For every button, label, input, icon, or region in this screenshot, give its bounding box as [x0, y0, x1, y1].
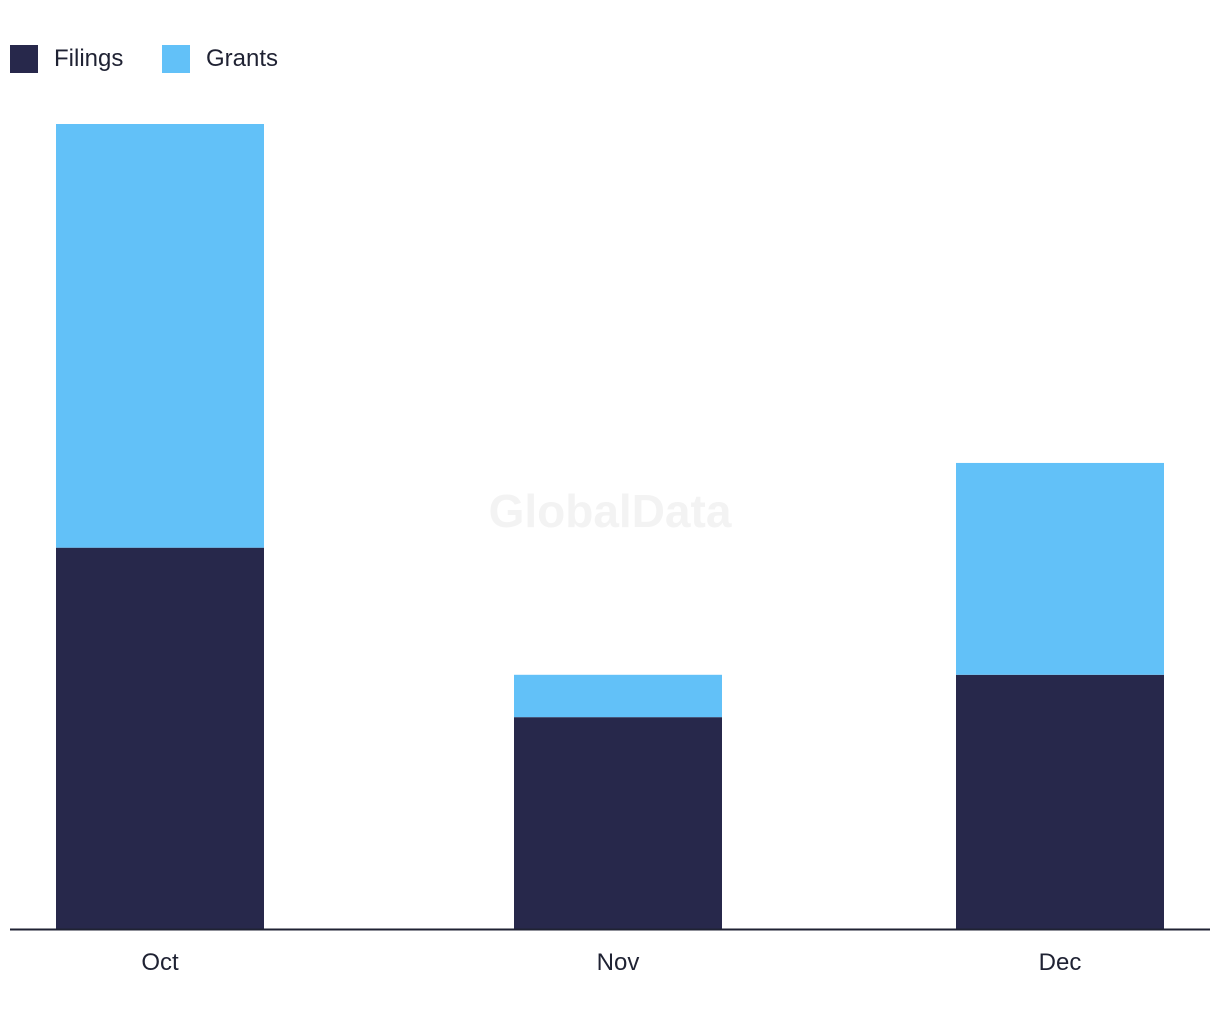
x-tick-label-oct: Oct — [141, 949, 179, 976]
bar-filings-nov — [514, 717, 722, 929]
bar-grants-nov — [514, 674, 722, 718]
bar-grants-oct — [56, 124, 264, 548]
legend-swatch-grants — [162, 45, 190, 73]
legend-swatch-filings — [10, 45, 38, 73]
legend: Filings Grants — [10, 45, 278, 73]
x-tick-label-nov: Nov — [597, 949, 640, 976]
legend-label-filings: Filings — [54, 45, 123, 72]
watermark: GlobalData — [489, 485, 732, 537]
x-tick-label-dec: Dec — [1039, 949, 1082, 976]
legend-label-grants: Grants — [206, 45, 278, 72]
x-axis-ticks: Oct Nov Dec — [141, 949, 1081, 976]
bar-filings-oct — [56, 547, 264, 929]
bars-group — [56, 124, 1164, 929]
bar-filings-dec — [956, 674, 1164, 929]
bar-grants-dec — [956, 462, 1164, 675]
